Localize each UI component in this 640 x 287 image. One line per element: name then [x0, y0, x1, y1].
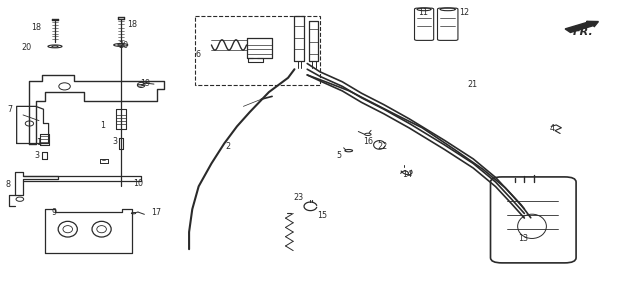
Text: 1: 1: [100, 121, 105, 130]
Text: 15: 15: [317, 211, 328, 220]
Text: 19: 19: [140, 79, 150, 88]
Text: 11: 11: [418, 9, 428, 18]
Text: 2: 2: [225, 142, 230, 152]
Text: 17: 17: [151, 208, 161, 217]
Text: 10: 10: [134, 179, 143, 188]
Text: 22: 22: [378, 142, 388, 152]
Text: 3: 3: [113, 137, 118, 146]
Text: 7: 7: [7, 105, 12, 114]
FancyBboxPatch shape: [438, 8, 458, 40]
Text: 20: 20: [21, 43, 31, 52]
Text: 18: 18: [31, 23, 42, 32]
Text: 8: 8: [6, 180, 11, 189]
Text: 4: 4: [550, 124, 555, 133]
Text: 21: 21: [467, 80, 477, 90]
Text: 12: 12: [460, 9, 469, 18]
Text: 13: 13: [518, 234, 528, 243]
Text: 14: 14: [402, 170, 412, 179]
FancyBboxPatch shape: [490, 177, 576, 263]
Text: 6: 6: [195, 50, 200, 59]
Text: 16: 16: [364, 137, 373, 146]
FancyBboxPatch shape: [415, 8, 434, 40]
Text: 9: 9: [52, 208, 57, 217]
FancyArrow shape: [565, 21, 598, 32]
Text: 1: 1: [36, 138, 41, 147]
Text: 18: 18: [127, 20, 137, 29]
Text: 20: 20: [119, 41, 129, 50]
Text: 3: 3: [35, 151, 40, 160]
Text: FR.: FR.: [573, 26, 594, 36]
Text: 23: 23: [293, 193, 303, 202]
Text: 5: 5: [336, 151, 341, 160]
